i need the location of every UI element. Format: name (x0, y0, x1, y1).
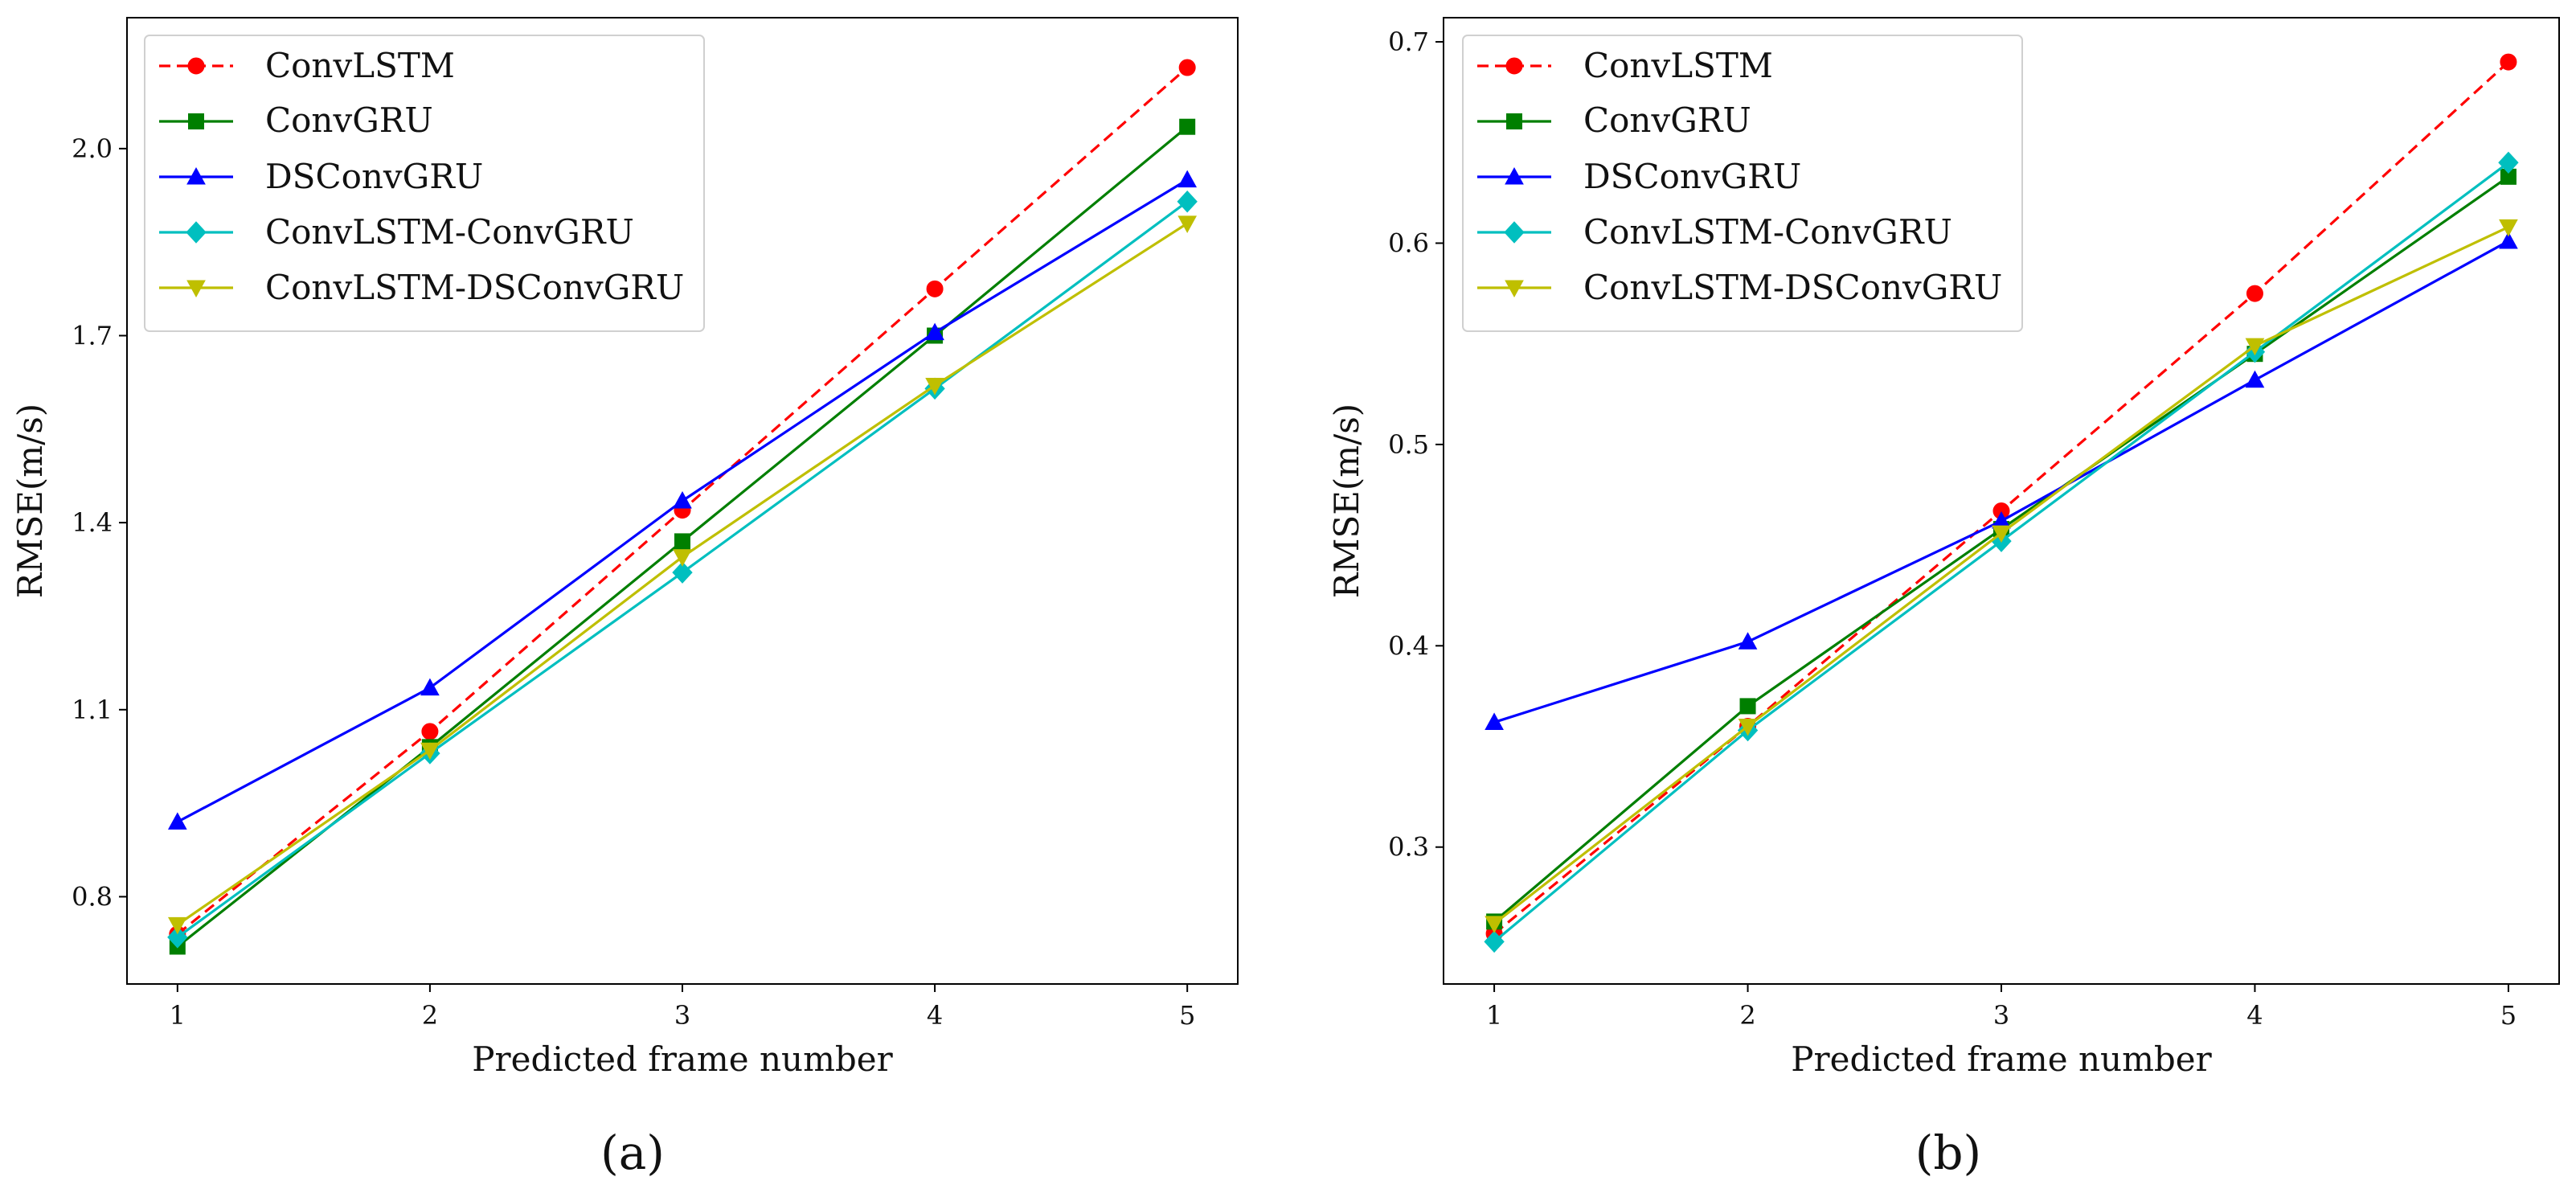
data-point-convlstm-dsconvgru (1177, 215, 1198, 233)
data-point-convlstm-convgru (672, 561, 693, 584)
legend-label-convlstm: ConvLSTM (265, 46, 455, 85)
legend-marker-convlstm-convgru (1504, 221, 1525, 244)
data-point-convgru (674, 533, 690, 550)
legend-label-convlstm-convgru: ConvLSTM-ConvGRU (1583, 212, 1952, 252)
data-point-convlstm (2246, 285, 2263, 302)
panel-a: 1 2 3 4 5 0.8 1.1 1.4 1.7 2.0 Predicted frame num… (10, 17, 1239, 1180)
data-point-convlstm (1178, 59, 1196, 76)
data-point-convlstm (421, 723, 439, 740)
data-point-convlstm-dsconvgru (2245, 338, 2265, 356)
legend-box (1462, 35, 2023, 332)
legend-label-convlstm-dsconvgru: ConvLSTM-DSConvGRU (265, 268, 684, 307)
data-point-convlstm-dsconvgru (1738, 718, 1758, 736)
legend-marker-convlstm-dsconvgru (1505, 280, 1524, 298)
y-tick-label: 0.5 (1388, 429, 1429, 460)
y-tick-label: 1.1 (72, 695, 113, 725)
legend-label-convgru: ConvGRU (1583, 100, 1751, 140)
data-point-convlstm-dsconvgru (167, 916, 187, 935)
data-point-dsconvgru (1177, 170, 1198, 188)
y-axis-label: RMSE(m/s) (10, 404, 50, 598)
ticks-layer: 1 2 3 4 5 0.3 0.4 0.5 0.6 0.7 (1388, 27, 2517, 1031)
legend-marker-convlstm (1505, 57, 1523, 75)
legend-marker-convgru (188, 113, 204, 129)
x-tick-label: 4 (927, 1000, 943, 1031)
ticks-layer: 1 2 3 4 5 0.8 1.1 1.4 1.7 2.0 (72, 133, 1195, 1031)
data-point-dsconvgru (673, 490, 692, 509)
x-tick-label: 1 (170, 1000, 186, 1031)
data-point-dsconvgru (2245, 370, 2265, 388)
x-tick-label: 3 (674, 1000, 690, 1031)
x-tick-label: 5 (1179, 1000, 1195, 1031)
legend-marker-convlstm (187, 57, 205, 75)
data-point-convlstm-convgru (1484, 930, 1505, 953)
data-point-convlstm (926, 280, 944, 297)
data-point-convlstm-dsconvgru (925, 378, 944, 396)
legend: ConvLSTM ConvGRU DSConvGRU ConvLSTM-Conv… (144, 35, 705, 332)
data-point-dsconvgru (1738, 632, 1758, 650)
legend-label-convgru: ConvGRU (265, 100, 433, 140)
panel-b: 1 2 3 4 5 0.3 0.4 0.5 0.6 0.7 Predicted frame num… (1327, 17, 2560, 1180)
data-point-dsconvgru (420, 678, 440, 696)
y-tick-label: 0.4 (1388, 630, 1429, 661)
data-point-convlstm (2500, 53, 2517, 71)
data-point-dsconvgru (1485, 712, 1504, 730)
series-convlstm-dsconvgru (1485, 219, 2518, 933)
y-tick-label: 1.7 (72, 320, 113, 351)
legend-label-convlstm-dsconvgru: ConvLSTM-DSConvGRU (1583, 268, 2002, 307)
data-point-convlstm-convgru (2498, 151, 2519, 174)
legend-label-dsconvgru: DSConvGRU (265, 157, 483, 196)
legend-marker-convlstm-convgru (186, 221, 207, 244)
data-point-convlstm-dsconvgru (1992, 525, 2011, 543)
series-layer (1484, 53, 2519, 953)
legend-marker-dsconvgru (186, 166, 206, 185)
legend-label-convlstm-convgru: ConvLSTM-ConvGRU (265, 212, 634, 252)
legend-marker-dsconvgru (1505, 166, 1524, 185)
y-tick-label: 1.4 (72, 507, 113, 538)
x-tick-label: 1 (1486, 1000, 1502, 1031)
legend-box (144, 35, 705, 332)
series-convlstm-dsconvgru (167, 215, 1198, 935)
panel-label: (b) (1915, 1125, 1981, 1180)
data-point-dsconvgru (167, 812, 187, 830)
series-dsconvgru (1485, 231, 2518, 730)
data-point-convlstm-convgru (1177, 191, 1198, 213)
y-axis-label: RMSE(m/s) (1327, 404, 1366, 598)
legend-marker-convgru (1506, 113, 1522, 129)
data-point-convlstm-dsconvgru (420, 742, 440, 760)
legend: ConvLSTM ConvGRU DSConvGRU ConvLSTM-Conv… (1462, 35, 2023, 332)
x-tick-label: 5 (2500, 1000, 2517, 1031)
y-tick-label: 0.6 (1388, 228, 1429, 258)
data-point-convlstm-dsconvgru (2499, 219, 2518, 237)
legend-marker-convlstm-dsconvgru (186, 280, 206, 298)
x-axis-label: Predicted frame number (1791, 1039, 2212, 1079)
data-point-dsconvgru (925, 322, 944, 341)
series-dsconvgru (167, 170, 1198, 830)
legend-label-convlstm: ConvLSTM (1583, 46, 1773, 85)
data-point-dsconvgru (2499, 231, 2518, 249)
legend-label-dsconvgru: DSConvGRU (1583, 157, 1801, 196)
y-tick-label: 0.3 (1388, 832, 1429, 863)
y-tick-label: 2.0 (72, 133, 113, 164)
x-tick-label: 4 (2246, 1000, 2263, 1031)
series-layer (167, 59, 1198, 955)
x-tick-label: 2 (1739, 1000, 1755, 1031)
x-tick-label: 2 (422, 1000, 438, 1031)
x-axis-label: Predicted frame number (472, 1039, 893, 1079)
data-point-convlstm-dsconvgru (673, 549, 692, 567)
y-tick-label: 0.8 (72, 881, 113, 912)
x-tick-label: 3 (1993, 1000, 2009, 1031)
data-point-convlstm-dsconvgru (1485, 916, 1504, 933)
data-point-convgru (1739, 698, 1756, 715)
data-point-convgru (1179, 118, 1196, 135)
y-tick-label: 0.7 (1388, 27, 1429, 57)
panel-label: (a) (600, 1125, 665, 1180)
data-point-convlstm-convgru (167, 926, 188, 949)
